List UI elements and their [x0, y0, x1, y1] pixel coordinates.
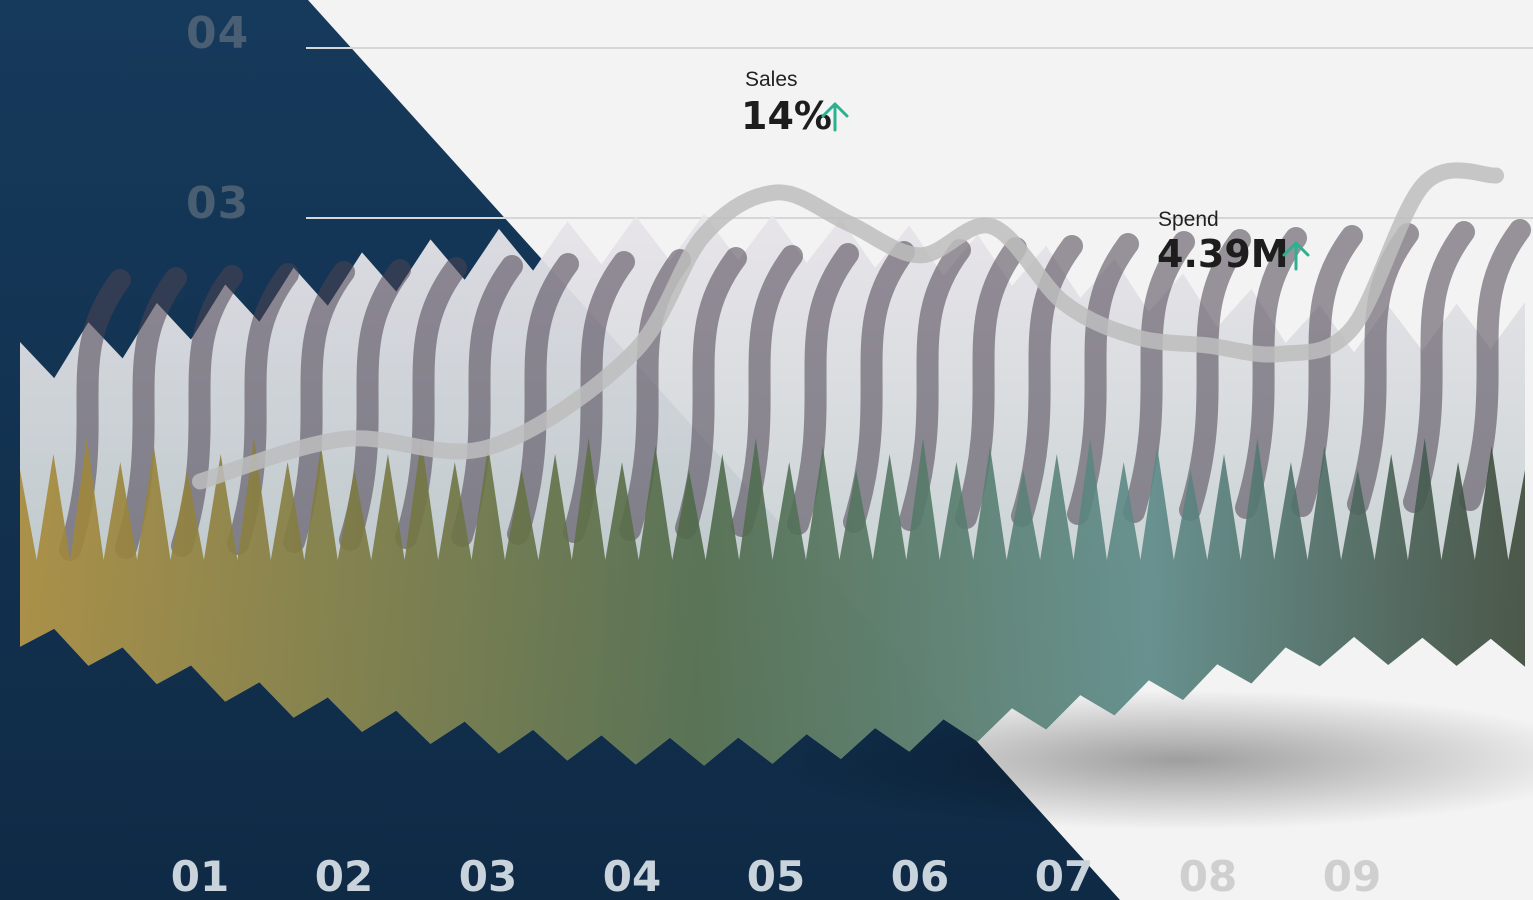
x-tick-label: 04 [602, 852, 662, 900]
x-tick-label: 08 [1178, 852, 1238, 900]
series-line [192, 162, 1504, 490]
spend-label: Spend [1158, 208, 1219, 231]
cone-scale [1011, 235, 1083, 527]
x-tick-label: 03 [458, 852, 518, 900]
cone-scale [339, 259, 411, 551]
cone-scale [1179, 229, 1251, 521]
x-tick-label: 06 [890, 852, 950, 900]
sales-value: 14% [741, 94, 832, 138]
cone-scale [507, 253, 579, 545]
grid-lines [306, 47, 1533, 219]
cone-scale [787, 243, 859, 535]
spend-value: 4.39M [1157, 232, 1289, 276]
y-tick-label: 04 [186, 8, 250, 59]
cone-scale [1459, 219, 1531, 511]
x-tick-label: 05 [746, 852, 806, 900]
cone-scale [1123, 231, 1195, 523]
x-tick-label: 09 [1322, 852, 1382, 900]
y-tick-label: 03 [186, 178, 250, 229]
x-tick-label: 02 [314, 852, 374, 900]
cone-scale [171, 265, 243, 557]
cone-scale [955, 237, 1027, 529]
arrow-up-icon [821, 102, 849, 132]
cone-scale [451, 255, 523, 547]
sales-label: Sales [745, 68, 798, 91]
x-tick-label: 01 [170, 852, 230, 900]
forest-band [20, 438, 1525, 766]
cone-scale [675, 247, 747, 539]
arrow-up-icon [1282, 241, 1310, 271]
pine-cone-illustration [20, 214, 1531, 766]
cone-scale [115, 267, 187, 559]
x-tick-label: 07 [1034, 852, 1094, 900]
cone-scale [283, 261, 355, 553]
cone-scale [619, 249, 691, 541]
cone-scale [843, 241, 915, 533]
